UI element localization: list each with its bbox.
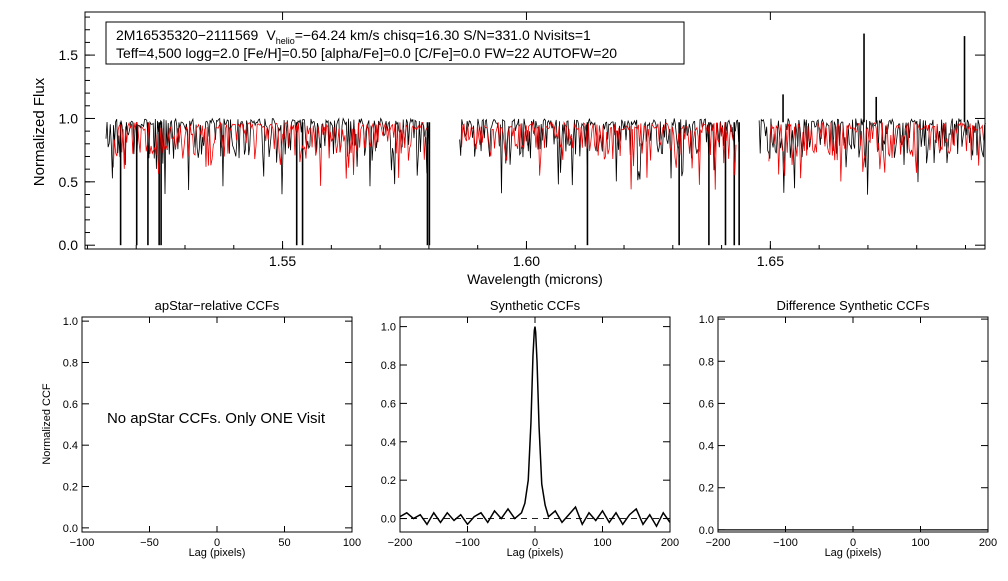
info-box (105, 21, 685, 65)
difference-ccf-frame (717, 316, 989, 533)
difference-ccf-x-tick-label: −200 (706, 537, 731, 549)
difference-ccf-x-tick-label: −100 (773, 537, 798, 549)
synthetic-ccf-x-tick-label: −100 (455, 537, 480, 549)
synthetic-ccf-x-tick-label: 100 (593, 537, 611, 549)
model-spectrum-line (768, 121, 984, 182)
apstar-ccf-x-label: Lag (pixels) (189, 547, 246, 559)
spectrum-ticks: 1.55 1.60 1.65 0.0 0.5 1.0 1.5 (59, 12, 985, 269)
difference-ccf-ticks: −200 −100 0 100 200 0.0 0.2 0.4 0.6 0.8 1.0 (699, 314, 997, 549)
difference-ccf-y-tick-label: 0.2 (699, 483, 714, 495)
apstar-ccf-y-tick-label: 0.2 (63, 482, 78, 494)
spectrum-y-tick-label: 1.5 (59, 47, 79, 63)
synthetic-ccf-x-tick-label: 0 (532, 537, 538, 549)
synthetic-ccf-y-tick-label: 0.2 (381, 475, 396, 487)
apstar-ccf-x-tick-label: −100 (70, 537, 95, 549)
synthetic-ccf-y-tick-label: 0.0 (381, 514, 396, 526)
apstar-ccf-panel: apStar−relative CCFs Lag (pixels) Normal… (41, 298, 361, 559)
spectrum-x-tick-label: 1.55 (269, 253, 296, 269)
synthetic-ccf-y-tick-label: 1.0 (381, 322, 396, 334)
difference-ccf-panel: Difference Synthetic CCFs Lag (pixels) −… (699, 298, 997, 559)
difference-ccf-x-tick-label: 100 (911, 537, 929, 549)
difference-ccf-x-tick-label: 0 (850, 537, 856, 549)
observed-spectrum-line (758, 117, 986, 195)
spectrum-y-tick-label: 0.0 (59, 237, 79, 253)
synthetic-ccf-x-tick-label: −200 (388, 537, 413, 549)
apstar-ccf-y-tick-label: 0.0 (63, 523, 78, 535)
spectrum-y-label: Normalized Flux (31, 77, 48, 186)
apstar-ccf-y-tick-label: 0.8 (63, 357, 78, 369)
synthetic-ccf-y-tick-label: 0.4 (381, 437, 396, 449)
spectrum-frame (84, 11, 986, 250)
observed-spectrum-series (105, 33, 986, 246)
difference-ccf-y-tick-label: 0.8 (699, 356, 714, 368)
apstar-ccf-x-tick-label: −50 (140, 537, 159, 549)
spectrum-x-label: Wavelength (microns) (467, 271, 603, 287)
synthetic-ccf-x-label: Lag (pixels) (507, 547, 564, 559)
apstar-ccf-y-tick-label: 1.0 (63, 316, 78, 328)
no-ccf-annotation: No apStar CCFs. Only ONE Visit (107, 410, 326, 427)
difference-ccf-y-tick-label: 1.0 (699, 314, 714, 326)
synthetic-ccf-ticks: −200 −100 0 100 200 0.0 0.2 0.4 0.6 0.8 1.0 (381, 317, 679, 549)
spectrum-x-tick-label: 1.60 (513, 253, 540, 269)
synthetic-ccf-plot (399, 326, 671, 528)
difference-ccf-title: Difference Synthetic CCFs (777, 298, 930, 313)
apstar-ccf-x-tick-label: 100 (343, 537, 361, 549)
apstar-ccf-y-tick-label: 0.6 (63, 399, 78, 411)
apstar-ccf-title: apStar−relative CCFs (155, 298, 280, 313)
synthetic-ccf-y-tick-label: 0.8 (381, 360, 396, 372)
apstar-ccf-x-tick-label: 50 (278, 537, 290, 549)
synthetic-ccf-panel: Synthetic CCFs Lag (pixels) −200 −100 0 100… (381, 298, 679, 559)
synthetic-ccf-title: Synthetic CCFs (490, 298, 581, 313)
difference-ccf-y-tick-label: 0.6 (699, 398, 714, 410)
apstar-ccf-ticks: −100 −50 0 50 100 0.0 0.2 0.4 0.6 0.8 1.0 (63, 316, 361, 549)
difference-ccf-y-tick-label: 0.4 (699, 441, 714, 453)
apstar-ccf-y-tick-label: 0.4 (63, 440, 78, 452)
model-spectrum-line (461, 120, 737, 190)
info-line-2: Teff=4,500 logg=2.0 [Fe/H]=0.50 [alpha/F… (116, 45, 617, 61)
difference-ccf-y-tick-label: 0.0 (699, 525, 714, 537)
spectrum-panel: 1.55 1.60 1.65 0.0 0.5 1.0 1.5 2M16535320−2111… (31, 11, 986, 287)
spectrum-y-tick-label: 1.0 (59, 110, 79, 126)
model-spectrum-line (112, 121, 428, 186)
synthetic-ccf-frame (399, 316, 671, 533)
synthetic-ccf-y-tick-label: 0.6 (381, 398, 396, 410)
synthetic-ccf-x-tick-label: 200 (661, 537, 679, 549)
apstar-ccf-y-label: Normalized CCF (41, 383, 53, 465)
info-line-1: 2M16535320−2111569 Vhelio=−64.24 km/s chi… (116, 27, 591, 46)
model-spectrum-series (112, 120, 984, 190)
difference-ccf-x-label: Lag (pixels) (825, 547, 882, 559)
difference-ccf-x-tick-label: 200 (979, 537, 997, 549)
synthetic-ccf-line (399, 326, 671, 528)
apstar-ccf-x-tick-label: 0 (214, 537, 220, 549)
spectrum-x-tick-label: 1.65 (757, 253, 784, 269)
spectrum-y-tick-label: 0.5 (59, 174, 79, 190)
